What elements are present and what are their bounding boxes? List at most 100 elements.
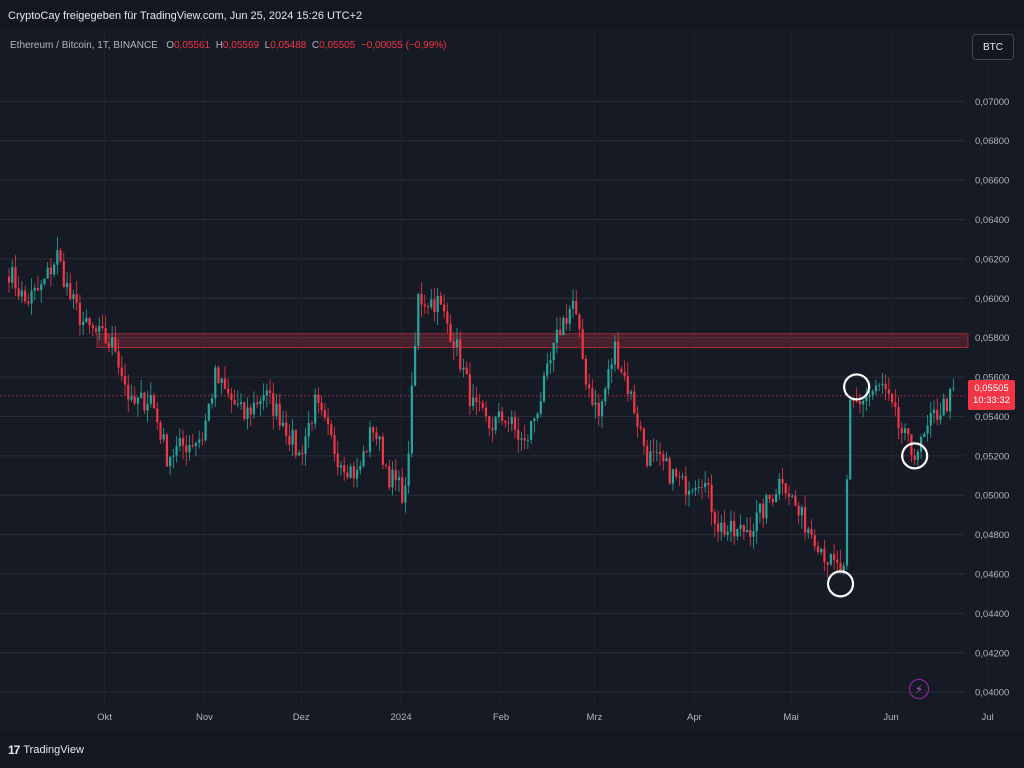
candle (571, 300, 575, 309)
candle (262, 395, 265, 401)
candle (407, 453, 410, 486)
candles (7, 236, 955, 578)
candle (484, 407, 488, 417)
candle (359, 465, 362, 470)
lightning-icon[interactable]: ⚡ (909, 679, 929, 699)
candle (430, 299, 433, 308)
candle (443, 304, 446, 312)
candle (301, 452, 304, 455)
candle (584, 358, 588, 385)
candle (488, 416, 491, 429)
candle (797, 505, 800, 516)
candle (452, 341, 455, 347)
symbol-button[interactable]: BTC (972, 34, 1014, 60)
annotation-circle (901, 442, 929, 470)
y-tick-label: 0,04200 (975, 648, 1009, 659)
candle (249, 407, 252, 415)
candle (700, 486, 704, 488)
candle (858, 400, 861, 405)
candle (220, 378, 223, 383)
candle (713, 512, 716, 524)
candle (610, 364, 613, 370)
x-tick-label: Mrz (587, 712, 603, 723)
candle (426, 306, 430, 308)
candle (62, 261, 65, 288)
candle (552, 342, 555, 361)
candle (101, 325, 104, 329)
candle (304, 436, 307, 455)
candle (178, 437, 181, 447)
candle (127, 384, 130, 400)
candle (649, 451, 652, 466)
candle (678, 476, 681, 478)
annotation-circles (826, 373, 929, 598)
candle (149, 395, 152, 404)
candle (33, 287, 36, 291)
candle (752, 531, 755, 537)
candle (794, 495, 797, 506)
candle (926, 425, 929, 434)
candle (874, 385, 878, 392)
candle (907, 428, 910, 435)
candle (46, 267, 49, 279)
candle (626, 376, 629, 394)
candle (372, 427, 375, 433)
x-tick-label: Dez (293, 712, 310, 723)
candle (607, 369, 610, 389)
candle (349, 466, 352, 478)
close-value: 0,05505 (319, 40, 356, 51)
candle (333, 435, 336, 454)
candle (446, 311, 449, 324)
tradingview-mark-icon: 17 (8, 743, 20, 757)
candle (27, 301, 30, 304)
candle (330, 424, 333, 436)
y-tick-label: 0,04000 (975, 688, 1009, 699)
candle (436, 295, 439, 313)
candle (681, 475, 684, 477)
candle (468, 374, 471, 407)
candle (733, 520, 736, 537)
candle (842, 565, 845, 574)
candle (781, 479, 784, 484)
candle (720, 522, 723, 532)
candle (136, 397, 140, 404)
chart-area[interactable] (0, 29, 1024, 731)
candle (865, 396, 868, 401)
candle (17, 288, 20, 297)
candle (346, 472, 349, 478)
candle (949, 388, 952, 412)
candle (861, 400, 865, 405)
candle (36, 287, 40, 291)
y-tick-label: 0,05800 (975, 333, 1009, 344)
candle (111, 337, 114, 347)
candle (53, 264, 56, 275)
candle (565, 318, 568, 324)
candle (633, 391, 636, 414)
candle (378, 436, 381, 440)
candle (623, 371, 626, 377)
candle (581, 329, 584, 359)
y-tick-label: 0,06000 (975, 294, 1009, 305)
y-tick-label: 0,04600 (975, 570, 1009, 581)
candle (694, 488, 697, 491)
tradingview-logo[interactable]: 17 TradingView (8, 743, 84, 757)
candle (787, 493, 791, 497)
candle (881, 383, 884, 385)
candle (98, 325, 101, 332)
y-tick-label: 0,06600 (975, 176, 1009, 187)
candle (323, 410, 326, 418)
candle (945, 398, 948, 412)
candle (897, 406, 900, 428)
candle (800, 507, 803, 516)
candle (878, 384, 881, 386)
candle (368, 427, 372, 453)
candle (791, 495, 794, 497)
candle (710, 484, 713, 513)
candle (736, 528, 739, 537)
candle (162, 434, 165, 440)
candle (326, 417, 330, 425)
candle (88, 317, 91, 326)
candle (591, 388, 594, 405)
candle (903, 428, 907, 434)
